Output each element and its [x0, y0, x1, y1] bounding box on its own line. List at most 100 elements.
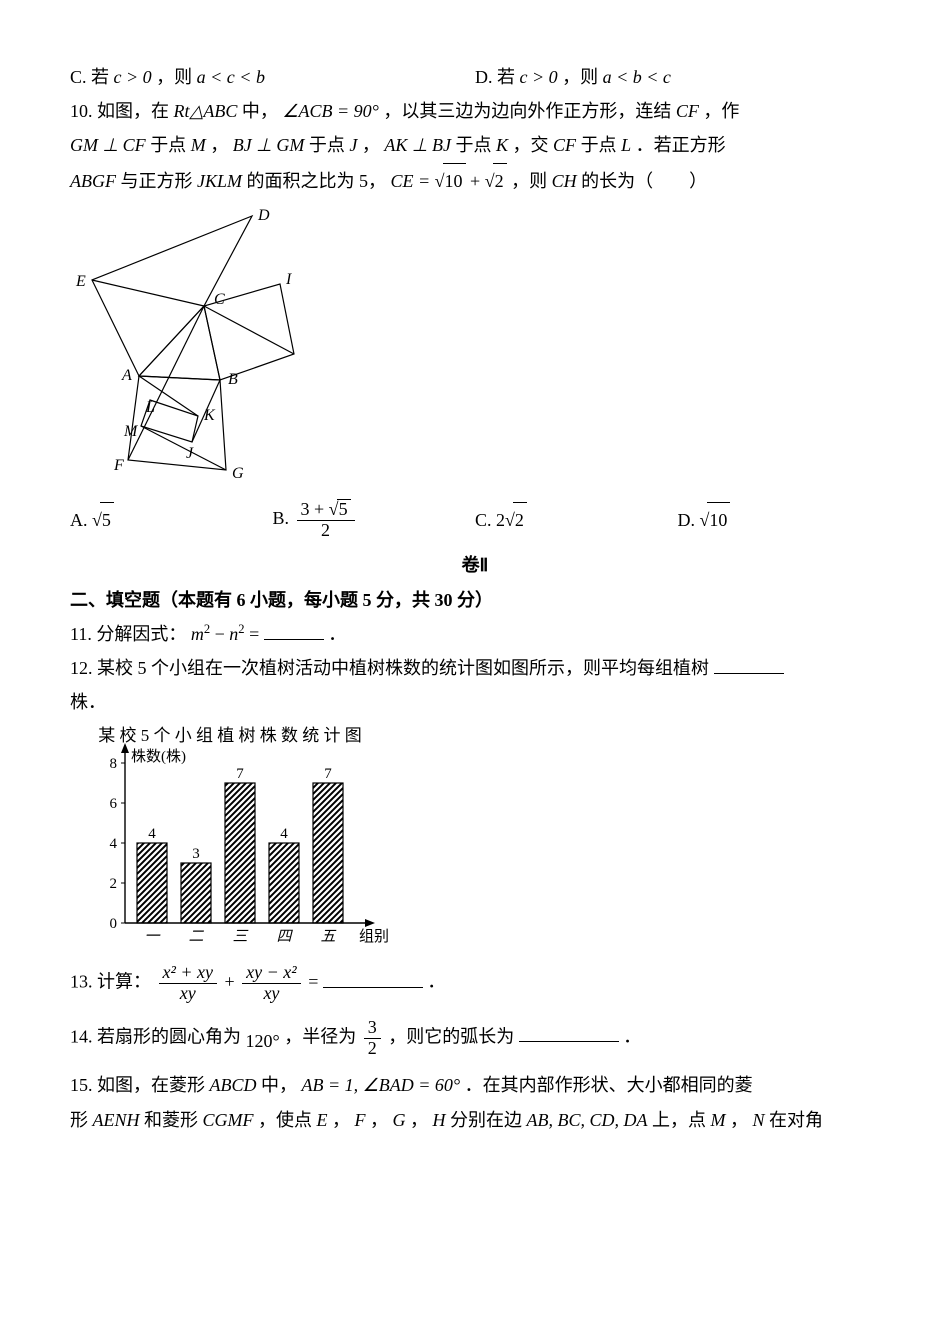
part2-title: 卷Ⅱ [70, 548, 880, 582]
text: 的长为（ ） [581, 171, 707, 191]
q12-chart: 某 校 5 个 小 组 植 树 株 数 统 计 图株数(株)024684一3二7… [70, 723, 880, 953]
sqrt2: √2 [485, 163, 507, 198]
text: 12. 某校 5 个小组在一次植树活动中植树株数的统计图如图所示，则平均每组植树 [70, 658, 709, 678]
text: 于点 [309, 135, 345, 155]
svg-text:3: 3 [192, 846, 200, 862]
blank [714, 655, 784, 674]
t: 和菱形 [144, 1110, 198, 1130]
t: ， [332, 1110, 350, 1130]
den: xy [180, 983, 196, 1003]
svg-text:M: M [123, 423, 139, 440]
d: ． [623, 1026, 641, 1046]
bj-gm: BJ ⊥ GM [233, 135, 305, 155]
c: ，则它的弧长为 [388, 1026, 514, 1046]
text: ，以其三边为边向外作正方形，连结 [383, 101, 671, 121]
text: ， [210, 135, 228, 155]
svg-text:8: 8 [110, 756, 118, 772]
blank [519, 1023, 619, 1042]
num: 3 [364, 1018, 381, 1039]
frac1: x² + xy xy [159, 963, 218, 1004]
svg-text:0: 0 [110, 916, 118, 932]
den: xy [263, 983, 279, 1003]
svg-text:组别: 组别 [359, 928, 389, 945]
res: a < b < c [603, 67, 671, 87]
t: ．在其内部作形状、大小都相同的菱 [465, 1075, 753, 1095]
svg-text:2: 2 [110, 876, 118, 892]
svg-text:一: 一 [144, 929, 161, 945]
sqrt: √10 [700, 502, 731, 537]
svg-text:4: 4 [110, 836, 118, 852]
l: L [621, 135, 631, 155]
cond: c > 0 [114, 67, 152, 87]
gm-cf: GM ⊥ CF [70, 135, 146, 155]
sfx: ． [328, 624, 346, 644]
text: 于点 [581, 135, 617, 155]
pfx: 13. 计算： [70, 972, 151, 992]
cf2: CF [553, 135, 576, 155]
n: N [753, 1110, 765, 1130]
svg-text:I: I [285, 271, 292, 288]
pfx: A. [70, 510, 92, 530]
den: 2 [297, 521, 355, 541]
svg-text:G: G [232, 465, 244, 482]
h: H [433, 1110, 446, 1130]
svg-text:K: K [203, 407, 216, 424]
text: C. 若 [70, 67, 109, 87]
k: K [496, 135, 508, 155]
text: ，则 [511, 171, 547, 191]
svg-text:F: F [113, 457, 124, 474]
q12: 12. 某校 5 个小组在一次植树活动中植树株数的统计图如图所示，则平均每组植树… [70, 651, 880, 719]
text: 株． [70, 692, 106, 712]
n: n [229, 624, 238, 644]
rad: 5 [337, 499, 351, 520]
cf: CF [676, 101, 699, 121]
g: G [393, 1110, 406, 1130]
fraction: 3 + √5 2 [297, 499, 355, 541]
minus: − [215, 624, 230, 644]
text: ，则 [562, 67, 598, 87]
pfx: C. [475, 510, 496, 530]
num: xy − x² [246, 962, 297, 982]
j: J [349, 135, 357, 155]
t: ， [370, 1110, 388, 1130]
abgf: ABGF [70, 171, 116, 191]
text: ，作 [703, 101, 739, 121]
svg-text:C: C [214, 291, 225, 308]
num: x² + xy [163, 962, 214, 982]
svg-text:某 校 5 个 小 组 植 树 株 数 统 计 图: 某 校 5 个 小 组 植 树 株 数 统 计 图 [98, 726, 362, 745]
section2-head: 二、填空题（本题有 6 小题，每小题 5 分，共 30 分） [70, 583, 880, 617]
rad: 5 [100, 502, 114, 537]
plus: + [225, 972, 240, 992]
t: ， [730, 1110, 748, 1130]
blank [264, 621, 324, 640]
text: ，则 [156, 67, 192, 87]
eq: = [308, 972, 323, 992]
q9-option-d: D. 若 c > 0 ，则 a < b < c [475, 60, 880, 94]
q13: 13. 计算： x² + xy xy + xy − x² xy = ． [70, 963, 880, 1004]
ce: CE = [390, 171, 434, 191]
sqrt: √2 [505, 502, 527, 537]
rad: 10 [443, 163, 466, 198]
t: 分别在边 [450, 1110, 522, 1130]
text: 与正方形 [120, 171, 192, 191]
svg-text:三: 三 [232, 929, 248, 945]
coef: 2 [496, 510, 505, 530]
t: 中， [261, 1075, 297, 1095]
eq: = [249, 624, 264, 644]
svg-text:L: L [145, 399, 155, 416]
svg-text:7: 7 [324, 766, 332, 782]
cgmf: CGMF [203, 1110, 254, 1130]
svg-text:4: 4 [148, 826, 156, 842]
svg-text:J: J [186, 445, 194, 462]
text: 于点 [456, 135, 492, 155]
blank [323, 969, 423, 988]
q15: 15. 如图，在菱形 ABCD 中， AB = 1, ∠BAD = 60° ．在… [70, 1068, 880, 1136]
q11: 11. 分解因式： m2 − n2 = ． [70, 617, 880, 651]
svg-text:7: 7 [236, 766, 244, 782]
sqrt10: √10 [435, 163, 466, 198]
bar-chart: 某 校 5 个 小 组 植 树 株 数 统 计 图株数(株)024684一3二7… [70, 723, 390, 953]
m: m [191, 624, 204, 644]
svg-text:6: 6 [110, 796, 118, 812]
jklm: JKLM [197, 171, 242, 191]
svg-text:五: 五 [320, 929, 336, 945]
